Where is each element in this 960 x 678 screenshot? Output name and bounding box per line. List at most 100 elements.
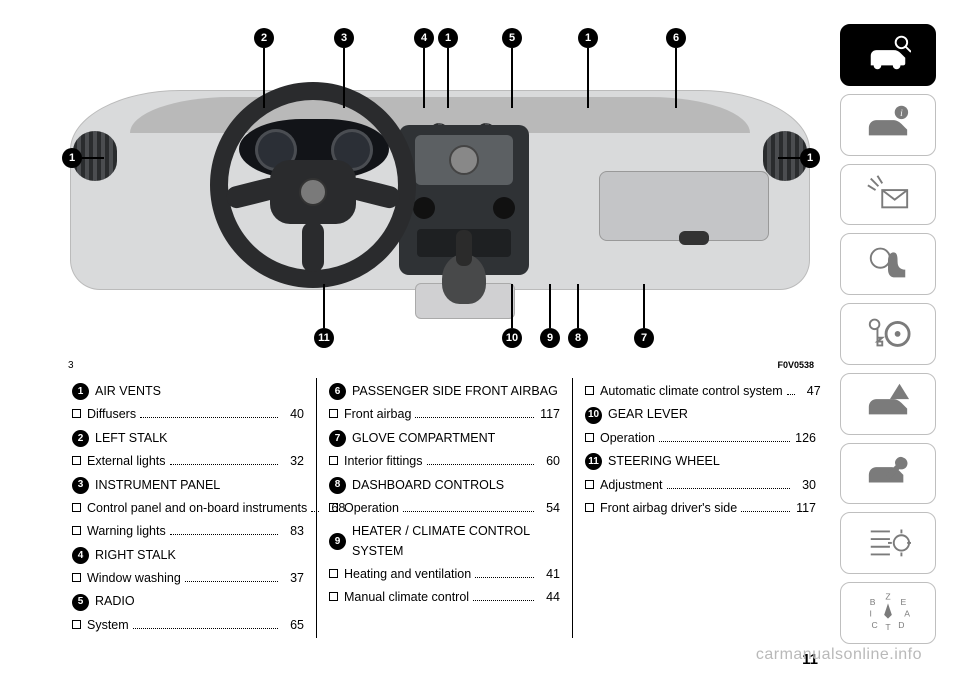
index-entry-page: 65 bbox=[282, 616, 304, 635]
bullet-icon bbox=[72, 526, 81, 535]
watermark: carmanualsonline.info bbox=[756, 646, 922, 664]
callout-dot: 10 bbox=[502, 328, 522, 348]
callout-dot: 4 bbox=[414, 28, 434, 48]
sidebar-tile[interactable] bbox=[840, 303, 936, 365]
dot-leader bbox=[133, 628, 278, 629]
callout-dot: 2 bbox=[254, 28, 274, 48]
sidebar-tile[interactable] bbox=[840, 373, 936, 435]
bullet-icon bbox=[329, 592, 338, 601]
car-wrench-icon bbox=[865, 451, 911, 496]
index-entry: Front airbag117 bbox=[329, 405, 560, 424]
index-entry: External lights32 bbox=[72, 452, 304, 471]
index-column: 1AIR VENTSDiffusers402LEFT STALKExternal… bbox=[60, 378, 316, 638]
callout-lead bbox=[643, 284, 645, 328]
index-entry-page: 126 bbox=[794, 429, 816, 448]
dot-leader bbox=[170, 464, 278, 465]
index-group-number: 6 bbox=[329, 383, 346, 400]
index-group-number: 11 bbox=[585, 453, 602, 470]
index-entry-label: Operation bbox=[344, 499, 399, 518]
index-group-header: 10 GEAR LEVER bbox=[585, 405, 816, 424]
callout-dot: 8 bbox=[568, 328, 588, 348]
callout-3: 3 bbox=[334, 28, 354, 48]
index-group-title: LEFT STALK bbox=[95, 429, 167, 448]
steering-wheel bbox=[210, 82, 416, 288]
callout-1: 1 bbox=[800, 148, 820, 168]
callout-dot: 3 bbox=[334, 28, 354, 48]
index-entry-page: 41 bbox=[538, 565, 560, 584]
dot-leader bbox=[475, 577, 534, 578]
sidebar-tile[interactable] bbox=[840, 233, 936, 295]
index-entry-label: Adjustment bbox=[600, 476, 663, 495]
svg-text:D: D bbox=[898, 620, 904, 630]
callout-6: 6 bbox=[666, 28, 686, 48]
sidebar-tile[interactable] bbox=[840, 512, 936, 574]
radio-knob-right bbox=[493, 197, 515, 219]
callout-lead bbox=[82, 157, 104, 159]
callout-lead bbox=[323, 284, 325, 328]
dot-leader bbox=[403, 511, 534, 512]
wheel-hub bbox=[270, 160, 356, 224]
callout-4: 4 bbox=[414, 28, 434, 48]
sidebar-tile[interactable]: i bbox=[840, 94, 936, 156]
callout-dot: 9 bbox=[540, 328, 560, 348]
car-info-icon: i bbox=[865, 102, 911, 147]
index-entry: Window washing 37 bbox=[72, 569, 304, 588]
svg-text:A: A bbox=[904, 608, 910, 618]
callout-dot: 1 bbox=[62, 148, 82, 168]
airbag-seat-icon bbox=[865, 242, 911, 287]
dashboard-body bbox=[70, 90, 810, 290]
index-columns: 1AIR VENTSDiffusers402LEFT STALKExternal… bbox=[60, 378, 830, 638]
index-entry: Automatic climate control system47 bbox=[585, 382, 816, 401]
index-group-header: 7GLOVE COMPARTMENT bbox=[329, 429, 560, 448]
sidebar-tile[interactable] bbox=[840, 164, 936, 226]
radio-knob-left bbox=[413, 197, 435, 219]
index-group-header: 8DASHBOARD CONTROLS bbox=[329, 476, 560, 495]
index-group-title: RADIO bbox=[95, 592, 135, 611]
index-entry: Control panel and on-board instruments68 bbox=[72, 499, 304, 518]
index-group-number: 8 bbox=[329, 477, 346, 494]
sidebar-tile[interactable] bbox=[840, 443, 936, 505]
index-entry-label: Window washing bbox=[87, 569, 181, 588]
dot-leader bbox=[185, 581, 278, 582]
index-entry: Operation54 bbox=[329, 499, 560, 518]
callout-5: 5 bbox=[502, 28, 522, 48]
dot-leader bbox=[741, 511, 790, 512]
index-entry-page: 37 bbox=[282, 569, 304, 588]
callout-lead bbox=[577, 284, 579, 328]
callout-lead bbox=[587, 48, 589, 108]
index-group-header: 11STEERING WHEEL bbox=[585, 452, 816, 471]
index-group-number: 2 bbox=[72, 430, 89, 447]
index-group-title: GEAR LEVER bbox=[608, 405, 688, 424]
index-group-header: 5RADIO bbox=[72, 592, 304, 611]
sidebar-tile[interactable] bbox=[840, 24, 936, 86]
index-group-number: 3 bbox=[72, 477, 89, 494]
callout-lead bbox=[263, 48, 265, 108]
page: 2341516111110987 3 F0V0538 1AIR VENTSDif… bbox=[0, 0, 960, 678]
index-entry: Operation126 bbox=[585, 429, 816, 448]
index-group-number: 4 bbox=[72, 547, 89, 564]
index-entry-label: System bbox=[87, 616, 129, 635]
bullet-icon bbox=[72, 503, 81, 512]
index-entry-label: Manual climate control bbox=[344, 588, 469, 607]
svg-text:I: I bbox=[870, 608, 872, 618]
bullet-icon bbox=[585, 386, 594, 395]
callout-lead bbox=[549, 284, 551, 328]
svg-text:i: i bbox=[900, 108, 903, 119]
sidebar-tile[interactable]: ZEADTCIB bbox=[840, 582, 936, 644]
car-warn-icon bbox=[865, 381, 911, 426]
bullet-icon bbox=[72, 409, 81, 418]
index-entry-page: 47 bbox=[799, 382, 821, 401]
callout-lead bbox=[511, 284, 513, 328]
index-entry: System 65 bbox=[72, 616, 304, 635]
callout-1: 1 bbox=[62, 148, 82, 168]
search-car-icon bbox=[865, 32, 911, 77]
bullet-icon bbox=[329, 569, 338, 578]
callout-lead bbox=[675, 48, 677, 108]
index-entry: Manual climate control44 bbox=[329, 588, 560, 607]
dot-leader bbox=[140, 417, 278, 418]
index-group-number: 7 bbox=[329, 430, 346, 447]
index-group-number: 10 bbox=[585, 407, 602, 424]
index-group-header: 1AIR VENTS bbox=[72, 382, 304, 401]
dot-leader bbox=[427, 464, 534, 465]
index-group-header: 3INSTRUMENT PANEL bbox=[72, 476, 304, 495]
